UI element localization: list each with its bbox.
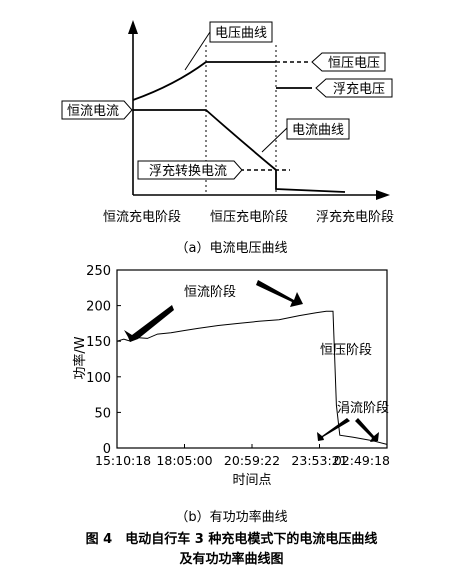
float-switch-callout	[137, 160, 243, 180]
y-tick-label: 150	[86, 335, 111, 350]
voltage-curve	[132, 61, 312, 101]
cv-stage-label: 恒压阶段	[320, 343, 372, 358]
current-label-leader	[261, 127, 288, 153]
y-tick-group: 250 200 150 100 50 0	[86, 264, 121, 457]
chart-a-x-arrow	[376, 190, 390, 200]
voltage-label-leader	[184, 31, 211, 71]
y-tick-label: 0	[103, 442, 111, 457]
voltage-curve-label: 电压曲线	[215, 26, 267, 41]
float-switch-label: 浮充转换电流	[149, 163, 227, 179]
y-tick-label: 50	[94, 406, 111, 421]
cv-stage-arrow	[256, 280, 303, 307]
chart-b: 250 200 150 100 50 0 15:10:18 18:05:00 20:59:22…	[72, 264, 390, 488]
chart-a: 电压曲线 恒压电压 浮充电压 恒流电流 电流曲线 浮充转换电流 恒流充电阶段 恒…	[61, 20, 394, 225]
cc-current-callout	[61, 100, 133, 120]
cv-voltage-label: 恒压电压	[328, 56, 380, 71]
caption-b: （b）有功功率曲线	[175, 510, 288, 525]
x-axis-title: 时间点	[232, 473, 271, 488]
trickle-arrow-1	[317, 418, 350, 441]
cc-stage-arrow	[124, 305, 174, 342]
float-voltage-label: 浮充电压	[333, 81, 385, 97]
y-axis-title: 功率/W	[72, 336, 88, 379]
trickle-arrow-2	[355, 418, 379, 442]
caption-a: （a）电流电压曲线	[175, 241, 288, 256]
cv-voltage-callout	[311, 52, 386, 72]
current-label-box	[286, 118, 350, 140]
y-tick-label: 250	[86, 264, 111, 279]
figure-title: 图 4 电动自行车 3 种充电模式下的电流电压曲线	[85, 532, 378, 547]
current-curve-label: 电流曲线	[292, 123, 344, 138]
y-tick-label: 100	[86, 371, 111, 386]
power-series-line	[116, 310, 388, 445]
trickle-stage-label: 涓流阶段	[337, 400, 389, 416]
stage-label-float: 浮充充电阶段	[316, 209, 394, 225]
figure-title-line2: 及有功功率曲线图	[179, 552, 284, 567]
x-tick-label: 23:53:21	[291, 453, 347, 468]
chart-a-y-arrow	[128, 20, 138, 34]
float-voltage-callout	[315, 78, 393, 98]
cc-stage-label: 恒流阶段	[184, 285, 236, 300]
x-tick-label: 20:59:22	[224, 453, 280, 468]
stage-label-cv: 恒压充电阶段	[210, 209, 288, 225]
x-tick-label: 02:49:18	[334, 453, 390, 468]
voltage-label-box	[209, 21, 273, 43]
x-tick-label: 15:10:18	[95, 453, 151, 468]
y-tick-label: 200	[86, 300, 111, 315]
stage-label-cc: 恒流充电阶段	[103, 209, 181, 225]
x-tick-label: 18:05:00	[156, 453, 212, 468]
cc-current-label: 恒流电流	[67, 104, 119, 119]
